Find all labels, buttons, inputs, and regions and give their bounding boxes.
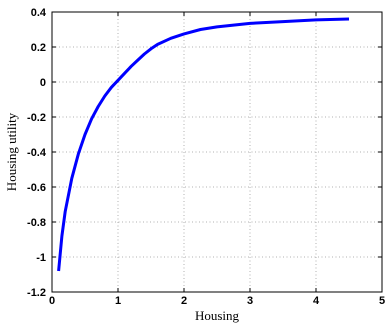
x-tick-label: 5 <box>379 295 385 307</box>
y-axis-title: Housing utility <box>4 112 19 191</box>
x-tick-label: 1 <box>115 295 121 307</box>
y-tick-label: -0.6 <box>27 182 46 194</box>
y-tick-label: -1 <box>36 252 46 264</box>
series-lines <box>57 17 350 272</box>
y-tick-label: 0.2 <box>31 42 46 54</box>
x-tick-label: 4 <box>313 295 320 307</box>
x-axis-title: Housing <box>195 308 240 323</box>
plot-frame <box>51 11 383 293</box>
x-tick-label: 3 <box>247 295 253 307</box>
x-tick-label: 0 <box>49 295 55 307</box>
y-tick-label: -0.2 <box>27 112 46 124</box>
tick-labels: 0 1 2 3 4 5 -1.2 -1 -0.8 -0.6 -0.4 -0.2 0 0.2 0.4 <box>27 7 385 307</box>
x-tick-label: 2 <box>181 295 187 307</box>
utility-curve-line <box>57 17 350 272</box>
y-tick-label: -0.8 <box>27 217 46 229</box>
y-tick-label: -1.2 <box>27 287 46 299</box>
y-tick-label: 0.4 <box>31 7 47 19</box>
y-tick-label: -0.4 <box>27 147 47 159</box>
y-tick-label: 0 <box>40 77 46 89</box>
grid <box>52 12 382 292</box>
